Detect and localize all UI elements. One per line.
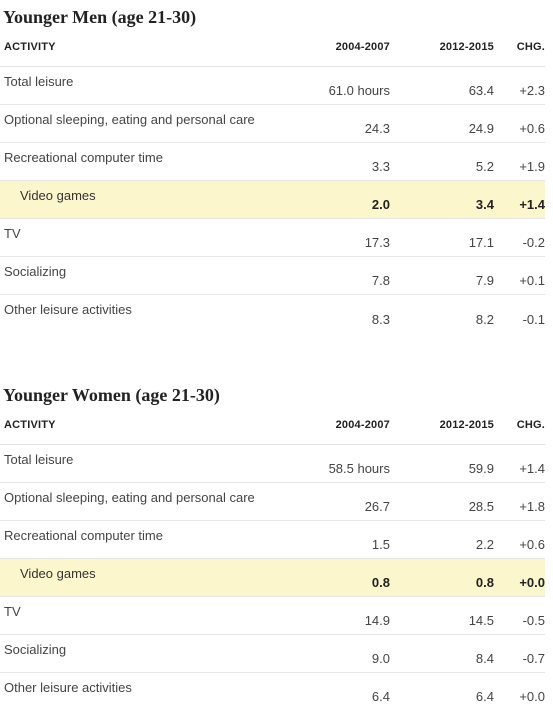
cell-2004-2007: 17.3 bbox=[300, 219, 390, 257]
leisure-table: ACTIVITY 2004-2007 2012-2015 CHG. Total … bbox=[0, 406, 545, 710]
cell-2012-2015: 3.4 bbox=[390, 181, 494, 219]
table-header-row: ACTIVITY 2004-2007 2012-2015 CHG. bbox=[0, 406, 545, 445]
cell-2012-2015: 7.9 bbox=[390, 257, 494, 295]
cell-2012-2015: 28.5 bbox=[390, 482, 494, 520]
cell-2004-2007: 1.5 bbox=[300, 520, 390, 558]
header-activity: ACTIVITY bbox=[0, 406, 300, 445]
cell-2004-2007: 8.3 bbox=[300, 295, 390, 333]
cell-2012-2015: 5.2 bbox=[390, 143, 494, 181]
cell-change: -0.2 bbox=[494, 219, 545, 257]
cell-2012-2015: 63.4 bbox=[390, 67, 494, 105]
cell-2012-2015: 6.4 bbox=[390, 672, 494, 710]
cell-change: +2.3 bbox=[494, 67, 545, 105]
cell-2004-2007: 0.8 bbox=[300, 558, 390, 596]
cell-2004-2007: 24.3 bbox=[300, 105, 390, 143]
cell-change: +1.8 bbox=[494, 482, 545, 520]
cell-2012-2015: 8.4 bbox=[390, 634, 494, 672]
header-change: CHG. bbox=[494, 406, 545, 445]
cell-change: +1.4 bbox=[494, 444, 545, 482]
cell-2012-2015: 2.2 bbox=[390, 520, 494, 558]
cell-activity: Video games bbox=[0, 181, 300, 219]
cell-activity: Video games bbox=[0, 558, 300, 596]
section-younger-men: Younger Men (age 21-30) ACTIVITY 2004-20… bbox=[0, 0, 553, 333]
cell-2012-2015: 0.8 bbox=[390, 558, 494, 596]
cell-change: +1.4 bbox=[494, 181, 545, 219]
cell-activity: TV bbox=[0, 219, 300, 257]
cell-2004-2007: 58.5 hours bbox=[300, 444, 390, 482]
leisure-table: ACTIVITY 2004-2007 2012-2015 CHG. Total … bbox=[0, 28, 545, 333]
cell-2004-2007: 6.4 bbox=[300, 672, 390, 710]
cell-activity: Optional sleeping, eating and personal c… bbox=[0, 105, 300, 143]
cell-2004-2007: 26.7 bbox=[300, 482, 390, 520]
cell-change: +1.9 bbox=[494, 143, 545, 181]
cell-2004-2007: 7.8 bbox=[300, 257, 390, 295]
cell-activity: Total leisure bbox=[0, 67, 300, 105]
section-title: Younger Women (age 21-30) bbox=[0, 378, 553, 406]
cell-2012-2015: 8.2 bbox=[390, 295, 494, 333]
cell-activity: Total leisure bbox=[0, 444, 300, 482]
section-younger-women: Younger Women (age 21-30) ACTIVITY 2004-… bbox=[0, 378, 553, 710]
cell-2004-2007: 2.0 bbox=[300, 181, 390, 219]
cell-activity: Recreational computer time bbox=[0, 520, 300, 558]
header-change: CHG. bbox=[494, 28, 545, 67]
cell-2004-2007: 9.0 bbox=[300, 634, 390, 672]
cell-change: +0.6 bbox=[494, 520, 545, 558]
table-row: Optional sleeping, eating and personal c… bbox=[0, 482, 545, 520]
cell-activity: Other leisure activities bbox=[0, 295, 300, 333]
cell-2012-2015: 24.9 bbox=[390, 105, 494, 143]
cell-2012-2015: 17.1 bbox=[390, 219, 494, 257]
cell-change: +0.0 bbox=[494, 558, 545, 596]
cell-activity: Recreational computer time bbox=[0, 143, 300, 181]
cell-activity: TV bbox=[0, 596, 300, 634]
cell-change: +0.0 bbox=[494, 672, 545, 710]
cell-activity: Other leisure activities bbox=[0, 672, 300, 710]
header-period-2004-2007: 2004-2007 bbox=[300, 406, 390, 445]
cell-2012-2015: 14.5 bbox=[390, 596, 494, 634]
header-period-2012-2015: 2012-2015 bbox=[390, 28, 494, 67]
table-row: Optional sleeping, eating and personal c… bbox=[0, 105, 545, 143]
header-activity: ACTIVITY bbox=[0, 28, 300, 67]
section-title: Younger Men (age 21-30) bbox=[0, 0, 553, 28]
section-gap bbox=[0, 333, 553, 378]
cell-change: +0.1 bbox=[494, 257, 545, 295]
cell-2004-2007: 61.0 hours bbox=[300, 67, 390, 105]
cell-change: -0.1 bbox=[494, 295, 545, 333]
cell-2004-2007: 3.3 bbox=[300, 143, 390, 181]
header-period-2012-2015: 2012-2015 bbox=[390, 406, 494, 445]
cell-2004-2007: 14.9 bbox=[300, 596, 390, 634]
cell-2012-2015: 59.9 bbox=[390, 444, 494, 482]
header-period-2004-2007: 2004-2007 bbox=[300, 28, 390, 67]
cell-activity: Socializing bbox=[0, 634, 300, 672]
cell-change: +0.6 bbox=[494, 105, 545, 143]
cell-change: -0.5 bbox=[494, 596, 545, 634]
cell-activity: Optional sleeping, eating and personal c… bbox=[0, 482, 300, 520]
cell-activity: Socializing bbox=[0, 257, 300, 295]
table-header-row: ACTIVITY 2004-2007 2012-2015 CHG. bbox=[0, 28, 545, 67]
cell-change: -0.7 bbox=[494, 634, 545, 672]
